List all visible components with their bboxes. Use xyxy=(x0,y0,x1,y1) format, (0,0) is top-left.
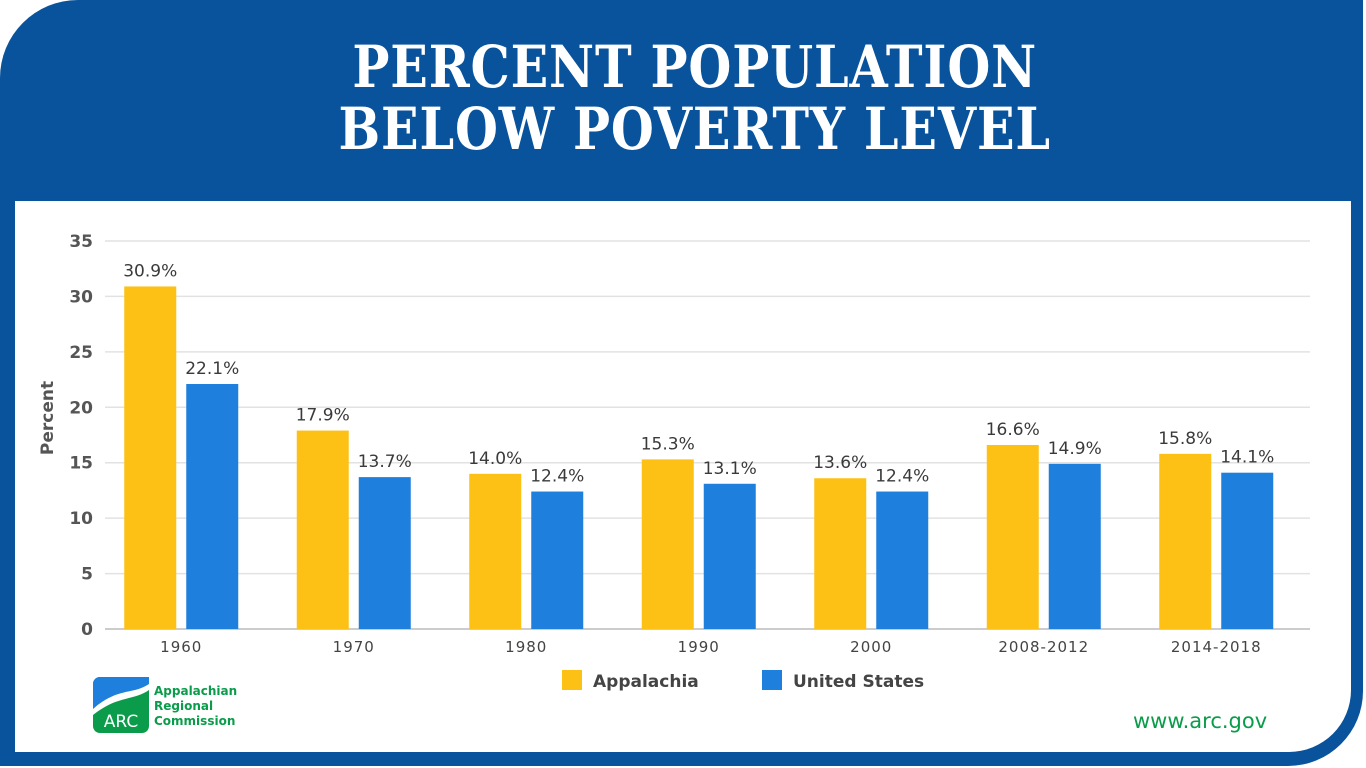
x-tick-label: 2014-2018 xyxy=(1171,638,1262,656)
y-tick-label: 35 xyxy=(69,232,93,252)
data-label: 14.1% xyxy=(1220,448,1274,468)
x-tick-label: 1970 xyxy=(333,638,375,656)
bar-united-states xyxy=(186,384,239,629)
data-label: 17.9% xyxy=(296,406,350,426)
y-tick-label: 0 xyxy=(81,620,93,640)
data-label: 14.9% xyxy=(1048,439,1102,459)
y-tick-label: 30 xyxy=(69,287,93,307)
legend-label: Appalachia xyxy=(593,672,699,692)
bar-united-states xyxy=(1221,472,1274,629)
data-label: 13.1% xyxy=(703,459,757,479)
logo-text: Appalachian Regional Commission xyxy=(154,684,237,729)
data-label: 13.7% xyxy=(358,452,412,472)
legend-swatch xyxy=(762,670,782,690)
bar-appalachia xyxy=(1159,453,1212,629)
bar-appalachia xyxy=(986,444,1039,629)
logo-abbr: ARC xyxy=(104,712,138,732)
data-label: 15.3% xyxy=(641,434,695,454)
y-tick-label: 10 xyxy=(69,509,93,529)
data-label: 14.0% xyxy=(468,449,522,469)
bar-united-states xyxy=(1048,463,1101,629)
bar-appalachia xyxy=(641,459,694,629)
bar-appalachia xyxy=(469,473,522,629)
logo-line-1: Appalachian xyxy=(154,684,238,698)
bar-appalachia xyxy=(296,430,349,629)
data-label: 16.6% xyxy=(986,420,1040,440)
y-axis-label: Percent xyxy=(38,381,58,455)
title-line-1: PERCENT POPULATION xyxy=(352,33,1038,101)
data-label: 12.4% xyxy=(875,467,929,487)
bar-united-states xyxy=(703,483,756,629)
y-tick-label: 15 xyxy=(69,454,93,474)
y-tick-label: 25 xyxy=(69,343,93,363)
chart-title: PERCENT POPULATION BELOW POVERTY LEVEL xyxy=(104,36,1286,160)
y-tick-label: 5 xyxy=(81,565,93,585)
title-line-2: BELOW POVERTY LEVEL xyxy=(338,95,1051,163)
bar-united-states xyxy=(876,491,929,629)
legend-label: United States xyxy=(793,672,924,692)
legend-swatch xyxy=(562,670,582,690)
arc-logo: ARC xyxy=(93,677,149,733)
x-tick-label: 1990 xyxy=(678,638,720,656)
data-label: 13.6% xyxy=(813,453,867,473)
bar-united-states xyxy=(531,491,584,629)
x-tick-label: 2008-2012 xyxy=(998,638,1089,656)
x-tick-label: 2000 xyxy=(850,638,892,656)
data-label: 15.8% xyxy=(1158,429,1212,449)
logo-line-3: Commission xyxy=(154,714,236,728)
data-label: 12.4% xyxy=(530,467,584,487)
x-tick-label: 1980 xyxy=(505,638,547,656)
bar-appalachia xyxy=(124,286,177,629)
bar-appalachia xyxy=(814,478,867,629)
data-label: 30.9% xyxy=(123,261,177,281)
website-link[interactable]: www.arc.gov xyxy=(1133,709,1268,733)
data-label: 22.1% xyxy=(185,359,239,379)
logo-line-2: Regional xyxy=(154,699,214,713)
y-tick-label: 20 xyxy=(69,398,93,418)
x-tick-label: 1960 xyxy=(160,638,202,656)
bar-united-states xyxy=(358,477,411,629)
